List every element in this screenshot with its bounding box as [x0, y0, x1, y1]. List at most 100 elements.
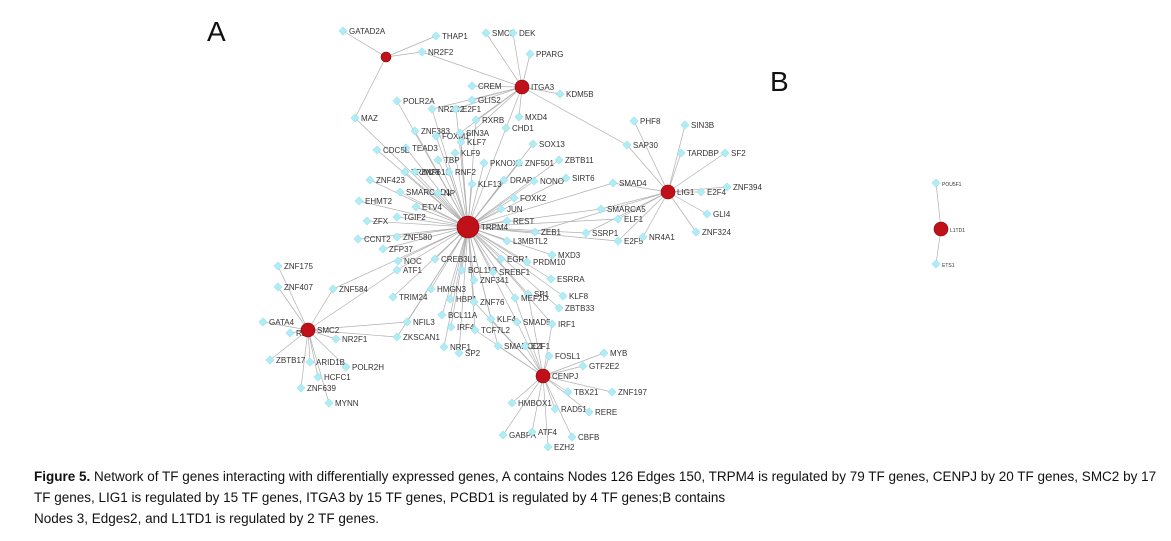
tf-node-label: TGIF2 — [403, 213, 426, 222]
tf-node: TGIF2 — [392, 212, 426, 222]
tf-node-diamond — [561, 173, 571, 183]
tf-node-diamond — [931, 178, 941, 188]
edge — [414, 171, 469, 228]
hub-node-circle — [933, 221, 949, 237]
tf-node-label: ETV4 — [422, 203, 443, 212]
tf-node: ETV4 — [411, 202, 443, 212]
tf-node-diamond — [507, 398, 517, 408]
tf-node-diamond — [481, 28, 491, 38]
tf-node-label: ZBTB11 — [565, 156, 594, 165]
edge — [505, 86, 523, 129]
tf-node: ATF1 — [392, 265, 423, 275]
tf-node: SMAD4 — [608, 178, 647, 188]
tf-node: HMGN3 — [426, 284, 466, 294]
tf-node-diamond — [362, 216, 372, 226]
tf-node: HCFC1 — [313, 372, 351, 382]
tf-node-label: RNF2 — [455, 168, 476, 177]
panel-label-b: B — [770, 66, 789, 97]
tf-node-label: MXD4 — [525, 113, 548, 122]
hub-node: TRPM4 — [456, 215, 509, 239]
tf-node-label: GTF2E2 — [589, 362, 620, 371]
tf-node-diamond — [527, 427, 537, 437]
tf-node-label: ZNF610 — [421, 168, 450, 177]
tf-node: ZNF324 — [691, 227, 731, 237]
edge — [459, 86, 523, 134]
tf-node-diamond — [555, 89, 565, 99]
tf-node: MYB — [599, 348, 627, 358]
edge — [382, 226, 469, 250]
tf-node-diamond — [273, 261, 283, 271]
hub-node-label: TRPM4 — [481, 223, 509, 232]
tf-node-diamond — [400, 167, 410, 177]
edge — [385, 35, 437, 58]
tf-node-label: GATAD2A — [349, 27, 386, 36]
tf-node: CREB3L1 — [430, 254, 477, 264]
tf-node: RAD51 — [550, 404, 587, 414]
tf-node-diamond — [554, 155, 564, 165]
tf-node: PPARG — [525, 49, 563, 59]
tf-node-label: RERE — [595, 408, 617, 417]
tf-node-diamond — [529, 176, 539, 186]
edge — [471, 85, 523, 88]
hub-node-circle — [660, 184, 676, 200]
tf-node: KLF7 — [456, 137, 487, 147]
edge — [385, 51, 423, 58]
tf-node-diamond — [599, 348, 609, 358]
tf-node-label: THAP1 — [442, 32, 468, 41]
edge — [431, 108, 469, 228]
tf-node: ETS1 — [931, 259, 955, 269]
tf-node-label: BCL11B — [468, 266, 497, 275]
tf-node: ZKSCAN1 — [392, 332, 440, 342]
tf-node-diamond — [457, 265, 467, 275]
tf-node: ESRRA — [546, 274, 585, 284]
tf-node: TRIM24 — [388, 292, 428, 302]
tf-node-label: DEK — [519, 29, 536, 38]
tf-node-label: JUN — [507, 205, 523, 214]
edge — [642, 191, 669, 238]
tf-node: HBP1 — [445, 294, 477, 304]
tf-node-label: CHD1 — [512, 124, 534, 133]
tf-node-label: IRF4 — [457, 323, 475, 332]
hub-node: CENPJ — [535, 368, 578, 384]
tf-node-diamond — [401, 143, 411, 153]
tf-node: ZNF423 — [365, 175, 405, 185]
tf-node-diamond — [446, 322, 456, 332]
tf-node: SMARCA5 — [596, 204, 646, 214]
tf-node-diamond — [411, 202, 421, 212]
edge — [467, 226, 499, 347]
edge — [516, 321, 544, 377]
tf-node: L3MBTL2 — [502, 236, 548, 246]
edge — [467, 159, 560, 228]
tf-node-label: NP — [444, 189, 455, 198]
tf-node-label: NR4A1 — [649, 233, 675, 242]
edge — [396, 226, 469, 271]
tf-node-label: ZBTB33 — [565, 304, 595, 313]
tf-node-label: EZH2 — [554, 443, 575, 452]
tf-node-label: TBX21 — [574, 388, 599, 397]
tf-node: ZBTB33 — [554, 303, 595, 313]
edge — [497, 345, 544, 377]
edge — [405, 147, 469, 228]
tf-node-label: KLF4 — [497, 315, 517, 324]
tf-node-label: DRAP1 — [510, 176, 537, 185]
tf-node: POLR2H — [341, 362, 384, 372]
tf-node: IRF1 — [547, 319, 576, 329]
tf-node: CHD1 — [501, 123, 534, 133]
edge — [358, 200, 469, 228]
tf-node: TEAD3 — [401, 143, 438, 153]
tf-node: THAP1 — [431, 31, 468, 41]
tf-node-diamond — [510, 293, 520, 303]
tf-node: NR2F1 — [331, 334, 368, 344]
tf-node-diamond — [544, 351, 554, 361]
tf-node: MXD3 — [547, 250, 581, 260]
tf-node-label: L3MBTL2 — [513, 237, 548, 246]
tf-node: CDC5L — [372, 145, 410, 155]
tf-node-label: SAP30 — [633, 141, 658, 150]
edge — [467, 218, 619, 228]
edge — [527, 293, 544, 377]
edge — [542, 375, 549, 448]
tf-node: SP2 — [454, 348, 481, 358]
tf-node-label: RXRB — [482, 116, 504, 125]
tf-node: E2F4 — [696, 187, 727, 197]
edge — [617, 191, 669, 220]
